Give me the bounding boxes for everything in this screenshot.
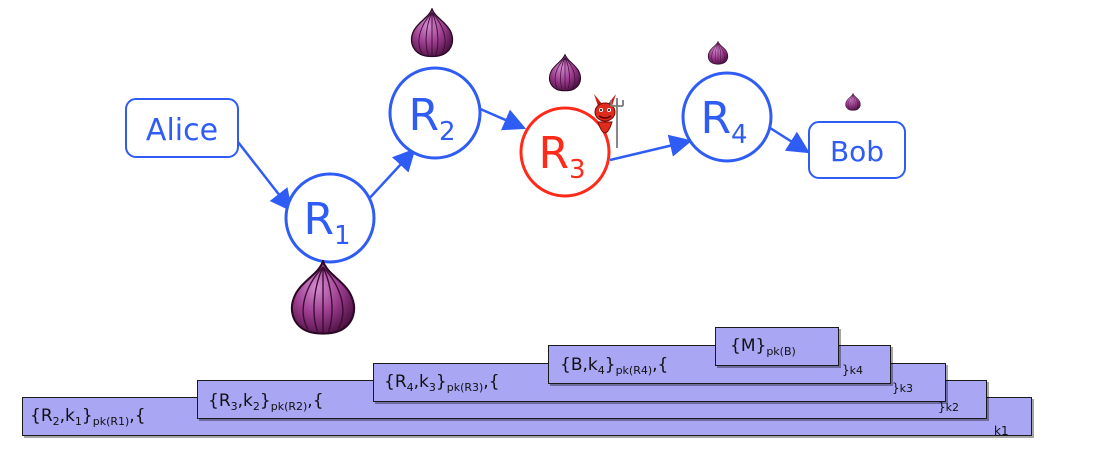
relay-r1-label: R1 (303, 194, 350, 251)
encryption-layer-5 (715, 327, 839, 366)
onion-icon (845, 93, 861, 111)
alice-label: Alice (146, 113, 218, 148)
edge-r4-bob (769, 126, 810, 154)
layer-2-key: }k2 (938, 400, 960, 414)
layer-4-key: }k4 (842, 363, 864, 377)
layer-1-key: k1 (994, 424, 1009, 438)
onion-icon (290, 260, 356, 335)
relay-r3-label: R3 (538, 128, 585, 185)
onion-icon (410, 8, 454, 58)
layer-5-text: {M}pk(B) (730, 336, 796, 358)
onion-icon (707, 41, 729, 65)
relay-r2-node (388, 66, 482, 160)
layer-4-text: {B,k4}pk(R4),{ (560, 355, 669, 377)
layer-2-text: {R3,k2}pk(R2),{ (208, 391, 324, 413)
devil-icon (594, 94, 624, 148)
edge-alice-r1 (237, 141, 293, 212)
relay-r4-label: R4 (700, 93, 747, 150)
relay-r1-node (284, 172, 376, 264)
edge-r3-r4 (609, 134, 693, 162)
bob-node (808, 121, 906, 179)
edge-r1-r2 (365, 148, 416, 203)
layer-3-text: {R4,k3}pk(R3),{ (384, 372, 500, 394)
layer-3-key: }k3 (892, 381, 914, 395)
bob-label: Bob (830, 135, 884, 168)
relay-r3-node (519, 106, 611, 198)
alice-node (125, 98, 239, 158)
onion-icon (548, 54, 582, 92)
layer-1-text: {R2,k1}pk(R1),{ (30, 406, 146, 428)
edge-r2-r3 (477, 106, 527, 131)
relay-r4-node (681, 71, 773, 163)
relay-r2-label: R2 (408, 90, 455, 147)
